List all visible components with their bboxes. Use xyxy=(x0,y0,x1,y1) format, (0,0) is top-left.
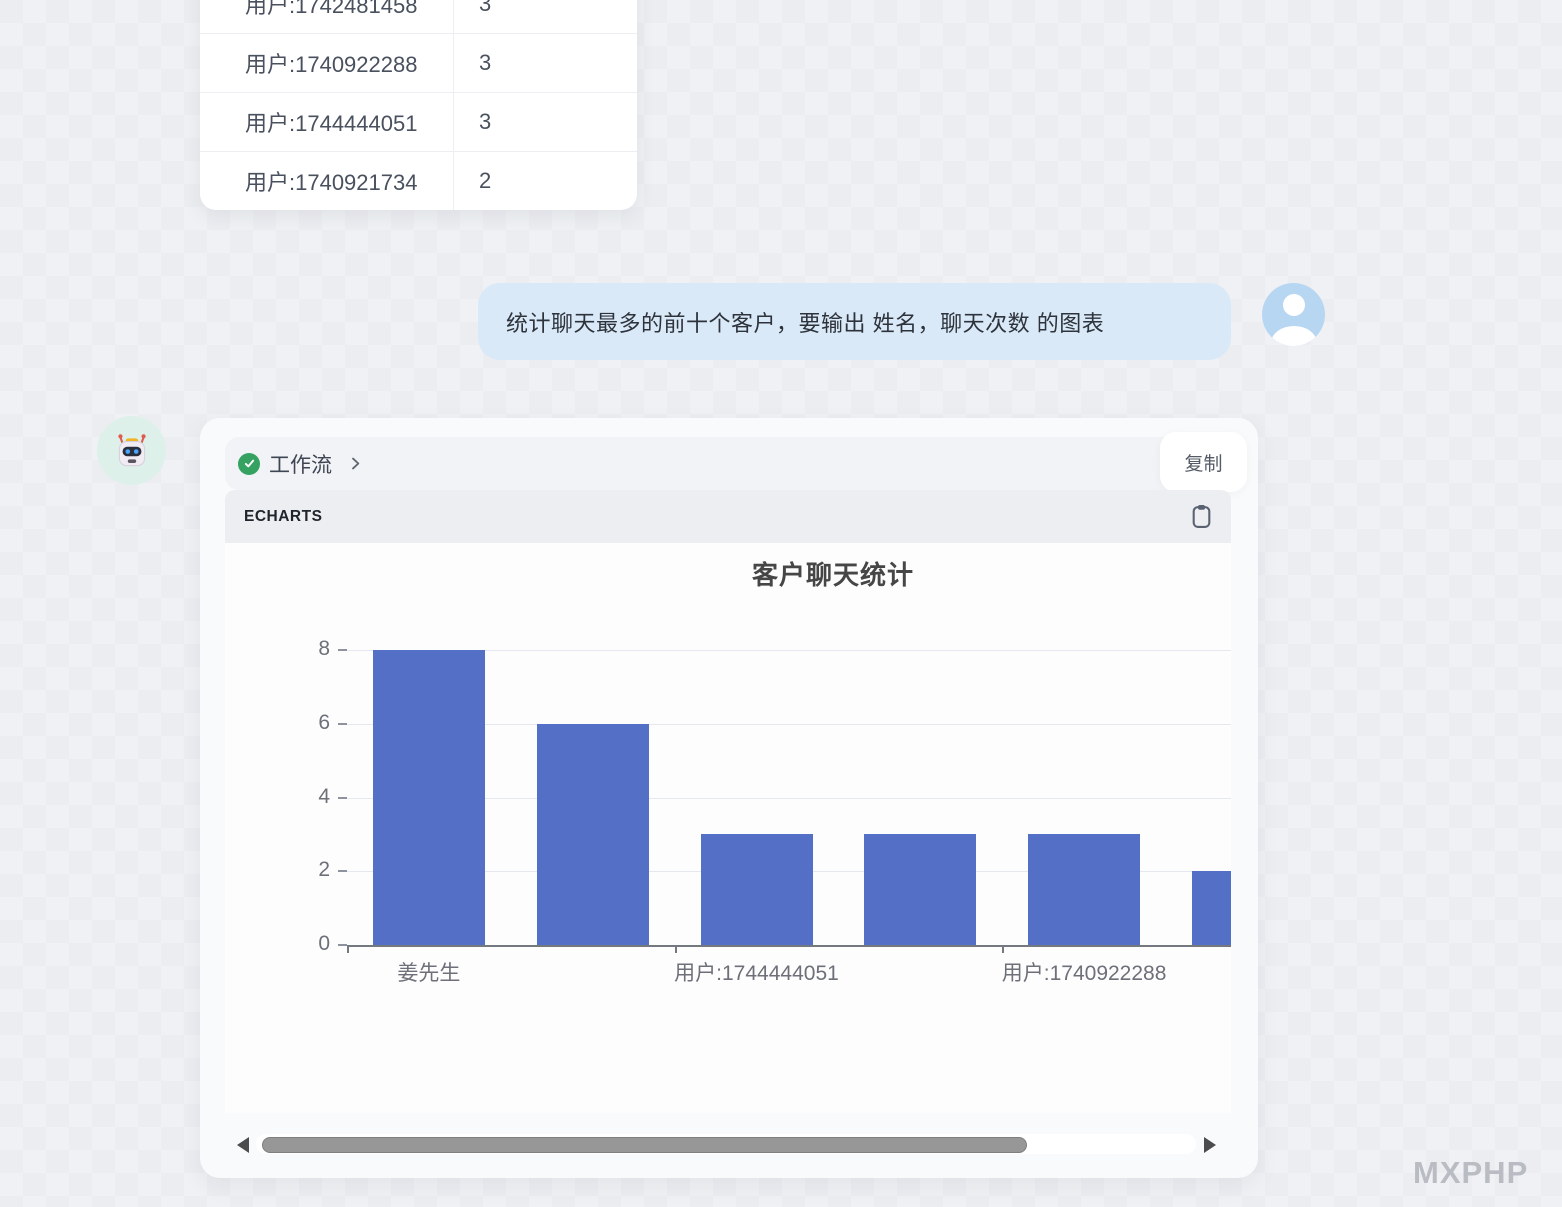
x-axis-label: 用户:1740922288 xyxy=(1001,962,1167,985)
y-axis-tick xyxy=(338,649,347,651)
y-axis-tick xyxy=(338,722,347,725)
table-cell-name: 用户:1740921734 xyxy=(245,170,418,195)
assistant-avatar xyxy=(97,416,166,485)
person-icon xyxy=(1270,326,1317,346)
user-message-bubble: 统计聊天最多的前十个客户，要输出 姓名，聊天次数 的图表 xyxy=(478,283,1231,360)
scrollbar-thumb[interactable] xyxy=(262,1137,1027,1153)
x-axis-tick xyxy=(347,947,349,953)
bar xyxy=(700,834,813,945)
x-axis-label: 用户:1744444051 xyxy=(674,962,839,985)
table-row: 用户:1740921734 2 xyxy=(200,152,637,210)
scroll-left-arrow-icon[interactable] xyxy=(237,1137,249,1153)
y-axis-tick xyxy=(338,870,347,873)
table-row: 用户:1740922288 3 xyxy=(200,34,637,93)
x-axis-label: 姜先生 xyxy=(397,962,461,985)
grid-line xyxy=(347,797,1231,799)
table-cell-name: 用户:1740922288 xyxy=(245,52,418,77)
chevron-right-icon xyxy=(347,455,364,472)
bar xyxy=(1191,871,1231,945)
workflow-header[interactable]: 工作流 xyxy=(225,437,1245,490)
bar xyxy=(372,650,485,945)
bar xyxy=(1028,834,1141,945)
table-cell-name: 用户:1744444051 xyxy=(245,111,418,136)
table-cell-count: 3 xyxy=(453,0,637,33)
chart-scroll-viewport[interactable]: 客户聊天统计 0 2 4 6 8 姜先生 用户:1744444051 用户:174092228… xyxy=(225,543,1231,1113)
table-row: 用户:1744444051 3 xyxy=(200,93,637,152)
table-cell-count: 3 xyxy=(453,34,637,92)
grid-line xyxy=(347,723,1231,725)
scroll-right-arrow-icon[interactable] xyxy=(1204,1137,1216,1153)
workflow-label: 工作流 xyxy=(269,453,332,477)
echarts-panel-title: ECHARTS xyxy=(244,507,323,525)
assistant-response-card: 工作流 复制 ECHARTS 客户聊天统计 0 2 4 6 8 姜先生 用户:1744444… xyxy=(200,418,1258,1178)
watermark-text: MXPHP xyxy=(1413,1155,1529,1190)
y-axis-tick xyxy=(338,944,347,946)
x-axis-line xyxy=(347,945,1231,947)
copy-button[interactable]: 复制 xyxy=(1160,432,1247,492)
clipboard-icon[interactable] xyxy=(1191,504,1212,529)
stats-table: 用户:1742481458 3 用户:1740922288 3 用户:17444… xyxy=(200,0,637,210)
check-icon xyxy=(238,452,260,475)
y-axis-label: 8 xyxy=(318,637,330,660)
bar xyxy=(864,834,977,945)
y-axis-tick xyxy=(338,796,347,799)
table-cell-count: 3 xyxy=(453,93,637,151)
table-row: 用户:1742481458 3 xyxy=(200,0,637,34)
x-axis-tick xyxy=(674,947,677,953)
table-cell-count: 2 xyxy=(453,152,637,210)
y-axis-label: 4 xyxy=(318,784,330,808)
person-icon xyxy=(1282,294,1305,316)
y-axis-label: 0 xyxy=(318,932,330,955)
chart-title: 客户聊天统计 xyxy=(751,560,914,590)
user-avatar xyxy=(1262,283,1325,346)
table-cell-name: 用户:1742481458 xyxy=(245,0,418,18)
robot-icon xyxy=(117,433,146,466)
grid-line xyxy=(347,650,1231,651)
x-axis-tick xyxy=(1002,947,1005,953)
scrollbar-track[interactable] xyxy=(256,1134,1196,1154)
bar xyxy=(536,723,649,945)
horizontal-scrollbar xyxy=(200,1130,1258,1160)
echarts-panel-header: ECHARTS xyxy=(225,490,1231,543)
y-axis-label: 6 xyxy=(318,710,330,734)
chart-canvas: 客户聊天统计 0 2 4 6 8 姜先生 用户:1744444051 用户:174092228… xyxy=(225,543,1231,1113)
y-axis-label: 2 xyxy=(318,858,330,882)
